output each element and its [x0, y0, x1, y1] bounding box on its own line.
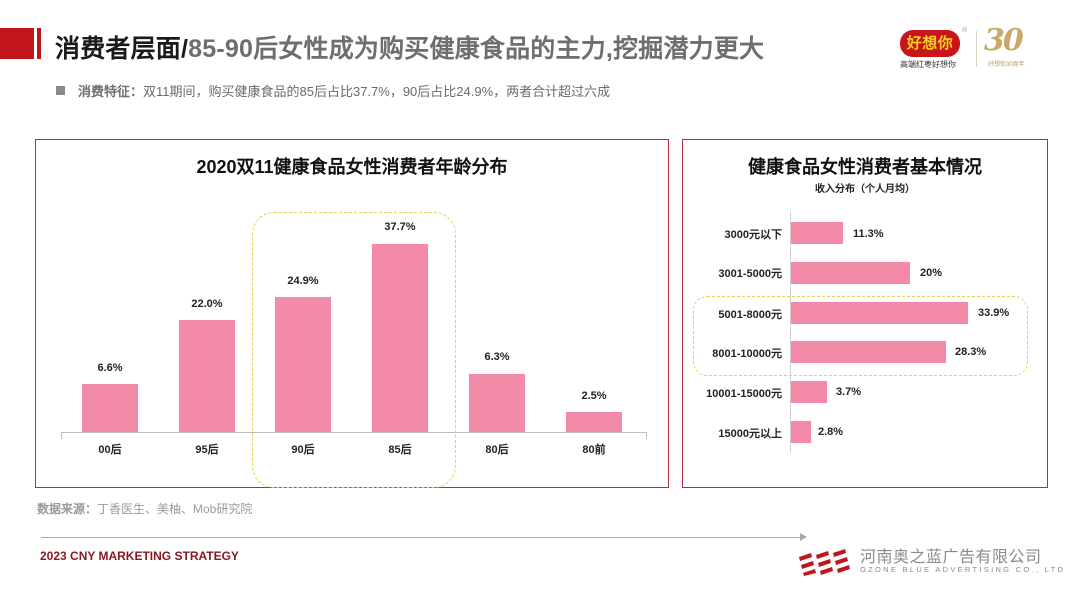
bar-value-label: 6.6% — [97, 362, 123, 374]
page-title-main: 消费者层面/ — [55, 35, 189, 63]
bar-value-label: 37.7% — [384, 221, 416, 233]
hbar-8001-10000 — [791, 341, 946, 363]
bar-00hou — [82, 384, 138, 432]
subtitle-label: 消费特征： — [78, 84, 144, 99]
header-accent-block — [0, 28, 34, 59]
income-chart-y-axis — [790, 212, 791, 452]
hbar-value-label: 3.7% — [836, 386, 862, 398]
income-chart-subtitle: 收入分布（个人月均） — [815, 184, 915, 195]
bar-category-label: 00后 — [98, 444, 122, 456]
bar-95hou — [179, 320, 235, 432]
hbar-category-label: 10001-15000元 — [706, 388, 782, 400]
bar-category-label: 90后 — [291, 444, 315, 456]
ozone-logo-icon — [799, 549, 850, 576]
anniversary-logo: 30 — [984, 23, 1024, 58]
age-distribution-panel: 2020双11健康食品女性消费者年龄分布 — [35, 139, 669, 488]
registered-mark: ® — [962, 27, 968, 34]
hbar-over-15000 — [791, 421, 811, 443]
company-name-cn: 河南奥之蓝广告有限公司 — [860, 549, 1042, 566]
header-accent-bar — [37, 28, 41, 59]
logo-divider — [976, 31, 977, 67]
hbar-under-3000 — [791, 222, 843, 244]
hbar-value-label: 28.3% — [955, 346, 987, 358]
hbar-value-label: 20% — [920, 267, 943, 279]
data-source-label: 数据来源： — [37, 502, 98, 516]
hbar-category-label: 5001-8000元 — [718, 309, 782, 321]
bar-80qian — [566, 412, 622, 432]
bar-85hou — [372, 244, 428, 432]
hbar-category-label: 15000元以上 — [718, 428, 782, 440]
bar-80hou — [469, 374, 525, 432]
axis-tick — [61, 432, 62, 439]
brand-logo-pill: 好想你 — [900, 30, 960, 57]
age-highlight-box — [252, 212, 456, 488]
data-source: 数据来源：丁香医生、美柚、Mob研究院 — [37, 500, 252, 517]
bar-90hou — [275, 297, 331, 432]
footer-strategy-label: 2023 CNY MARKETING STRATEGY — [40, 549, 239, 563]
bar-category-label: 80后 — [485, 444, 509, 456]
hbar-3001-5000 — [791, 262, 910, 284]
hbar-category-label: 3000元以下 — [724, 229, 782, 241]
income-chart-title: 健康食品女性消费者基本情况 — [748, 157, 982, 177]
data-source-text: 丁香医生、美柚、Mob研究院 — [97, 502, 253, 516]
footer-divider — [41, 537, 801, 538]
bar-category-label: 80前 — [582, 444, 606, 456]
page-subtitle: 消费特征：双11期间，购买健康食品的85后占比37.7%，90后占比24.9%，… — [56, 81, 610, 100]
axis-tick — [646, 432, 647, 439]
brand-tagline: 高端红枣好想你 — [900, 60, 956, 69]
income-highlight-box — [693, 296, 1028, 376]
page-title-rest: 85-90后女性成为购买健康食品的主力,挖掘潜力更大 — [188, 35, 765, 63]
bar-value-label: 2.5% — [581, 390, 607, 402]
age-chart-x-axis — [61, 432, 647, 433]
subtitle-text: 双11期间，购买健康食品的85后占比37.7%，90后占比24.9%，两者合计超… — [143, 84, 611, 99]
hbar-category-label: 8001-10000元 — [712, 348, 782, 360]
hbar-category-label: 3001-5000元 — [718, 268, 782, 280]
hbar-value-label: 11.3% — [853, 228, 884, 240]
bar-value-label: 6.3% — [484, 351, 510, 363]
hbar-value-label: 2.8% — [818, 426, 844, 438]
hbar-5001-8000 — [791, 302, 968, 324]
bar-category-label: 95后 — [195, 444, 219, 456]
bar-value-label: 22.0% — [191, 298, 223, 310]
bullet-square-icon — [56, 86, 65, 95]
bar-value-label: 24.9% — [287, 275, 319, 287]
bar-category-label: 85后 — [388, 444, 412, 456]
page-title: 消费者层面/85-90后女性成为购买健康食品的主力,挖掘潜力更大 — [55, 29, 764, 65]
company-name-en: OZONE BLUE ADVERTISING CO., LTD — [860, 565, 1066, 574]
hbar-10001-15000 — [791, 381, 827, 403]
anniversary-subtext: 好想你30周年 — [988, 62, 1025, 68]
brand-logo: 好想你 ® 高端红枣好想你 30 好想你30周年 — [898, 23, 1048, 73]
hbar-value-label: 33.9% — [978, 307, 1010, 319]
arrow-right-icon — [800, 533, 807, 541]
age-chart-title: 2020双11健康食品女性消费者年龄分布 — [196, 157, 508, 177]
